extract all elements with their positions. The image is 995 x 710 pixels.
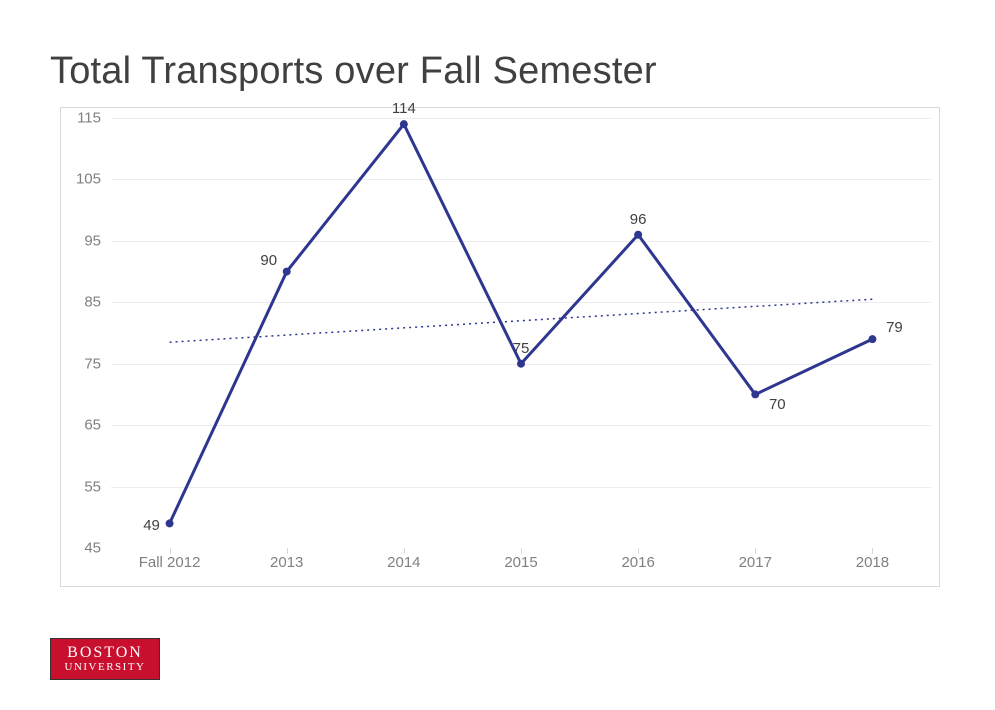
slide: Total Transports over Fall Semester 45 55… bbox=[0, 0, 995, 710]
chart-svg bbox=[111, 118, 931, 548]
data-marker bbox=[283, 268, 291, 276]
y-tick-label: 115 bbox=[61, 110, 101, 127]
logo-line2: UNIVERSITY bbox=[65, 662, 146, 673]
x-tick-mark bbox=[872, 548, 873, 554]
x-tick-mark bbox=[755, 548, 756, 554]
x-tick-label: 2013 bbox=[270, 554, 303, 571]
logo-line1: BOSTON bbox=[67, 645, 143, 661]
y-tick-label: 75 bbox=[61, 355, 101, 372]
data-label: 75 bbox=[513, 340, 530, 357]
x-tick-label: 2015 bbox=[504, 554, 537, 571]
data-label: 70 bbox=[769, 396, 786, 413]
y-tick-label: 105 bbox=[61, 171, 101, 188]
x-tick-mark bbox=[404, 548, 405, 554]
data-marker bbox=[868, 335, 876, 343]
x-tick-mark bbox=[170, 548, 171, 554]
x-tick-mark bbox=[287, 548, 288, 554]
chart-title: Total Transports over Fall Semester bbox=[50, 50, 945, 93]
data-label: 114 bbox=[392, 100, 416, 117]
data-marker bbox=[751, 390, 759, 398]
y-tick-label: 45 bbox=[61, 540, 101, 557]
data-label: 49 bbox=[143, 517, 160, 534]
x-tick-label: 2016 bbox=[621, 554, 654, 571]
x-tick-label: Fall 2012 bbox=[139, 554, 201, 571]
y-tick-label: 85 bbox=[61, 294, 101, 311]
data-label: 90 bbox=[260, 252, 277, 269]
data-line bbox=[170, 124, 873, 523]
boston-university-logo: BOSTON UNIVERSITY bbox=[50, 638, 160, 680]
data-label: 79 bbox=[886, 319, 903, 336]
x-tick-label: 2018 bbox=[856, 554, 889, 571]
trendline bbox=[170, 299, 873, 342]
data-label: 96 bbox=[630, 211, 647, 228]
y-tick-label: 65 bbox=[61, 417, 101, 434]
x-tick-label: 2014 bbox=[387, 554, 420, 571]
chart-container: 45 55 65 75 85 95 105 115 Fall 2012 2013 2014 2015… bbox=[60, 107, 940, 587]
y-tick-label: 95 bbox=[61, 232, 101, 249]
data-marker bbox=[400, 120, 408, 128]
data-marker bbox=[517, 360, 525, 368]
y-tick-label: 55 bbox=[61, 478, 101, 495]
x-tick-label: 2017 bbox=[739, 554, 772, 571]
plot-area bbox=[111, 118, 931, 548]
x-tick-mark bbox=[521, 548, 522, 554]
data-marker bbox=[634, 231, 642, 239]
data-marker bbox=[166, 519, 174, 527]
x-tick-mark bbox=[638, 548, 639, 554]
